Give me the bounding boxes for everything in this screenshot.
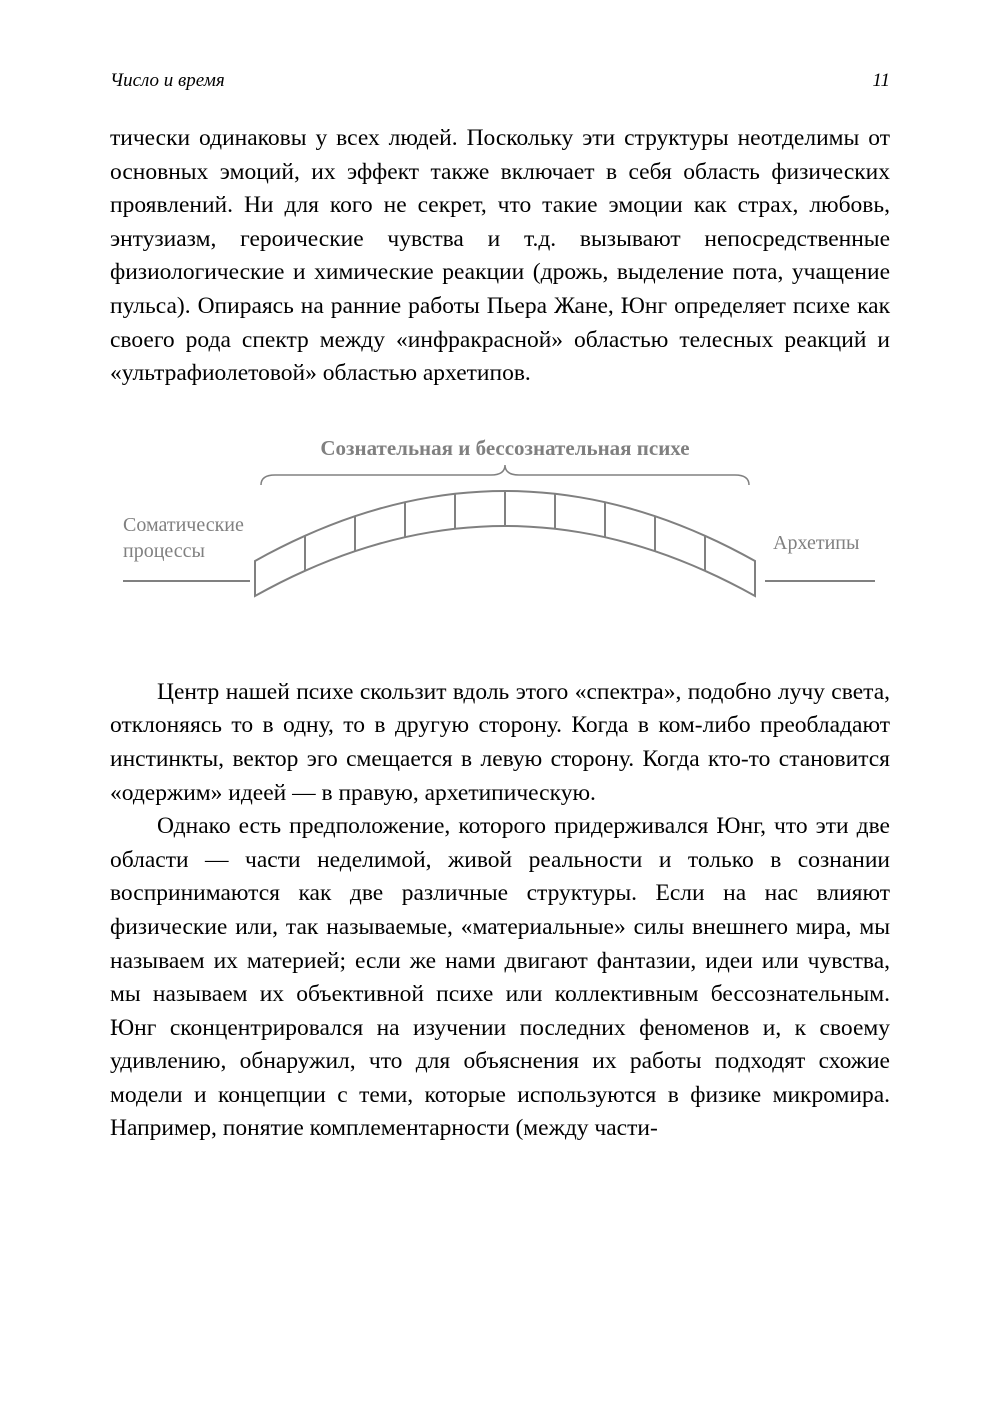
left-label-line2: процессы bbox=[123, 540, 205, 562]
body-text-2: Центр нашей психе скользит вдоль этого «… bbox=[110, 676, 890, 1146]
left-label-line1: Соматические bbox=[123, 514, 244, 536]
right-label: Архетипы bbox=[773, 532, 859, 554]
brace-icon bbox=[261, 465, 749, 485]
paragraph-2: Центр нашей психе скользит вдоль этого «… bbox=[110, 676, 890, 810]
diagram-title: Сознательная и бессознательная психе bbox=[320, 436, 689, 460]
spectrum-arc-svg: Сознательная и бессознательная психе Сома… bbox=[115, 431, 885, 621]
body-text: тически одинаковы у всех людей. Поскольк… bbox=[110, 122, 890, 391]
psyche-spectrum-diagram: Сознательная и бессознательная психе Сома… bbox=[110, 431, 890, 621]
running-head: Число и время bbox=[110, 70, 225, 92]
paragraph-3: Однако есть предположение, которого прид… bbox=[110, 810, 890, 1146]
paragraph-1: тически одинаковы у всех людей. Поскольк… bbox=[110, 122, 890, 391]
page-header: Число и время 11 bbox=[110, 70, 890, 92]
page-number: 11 bbox=[872, 70, 890, 92]
